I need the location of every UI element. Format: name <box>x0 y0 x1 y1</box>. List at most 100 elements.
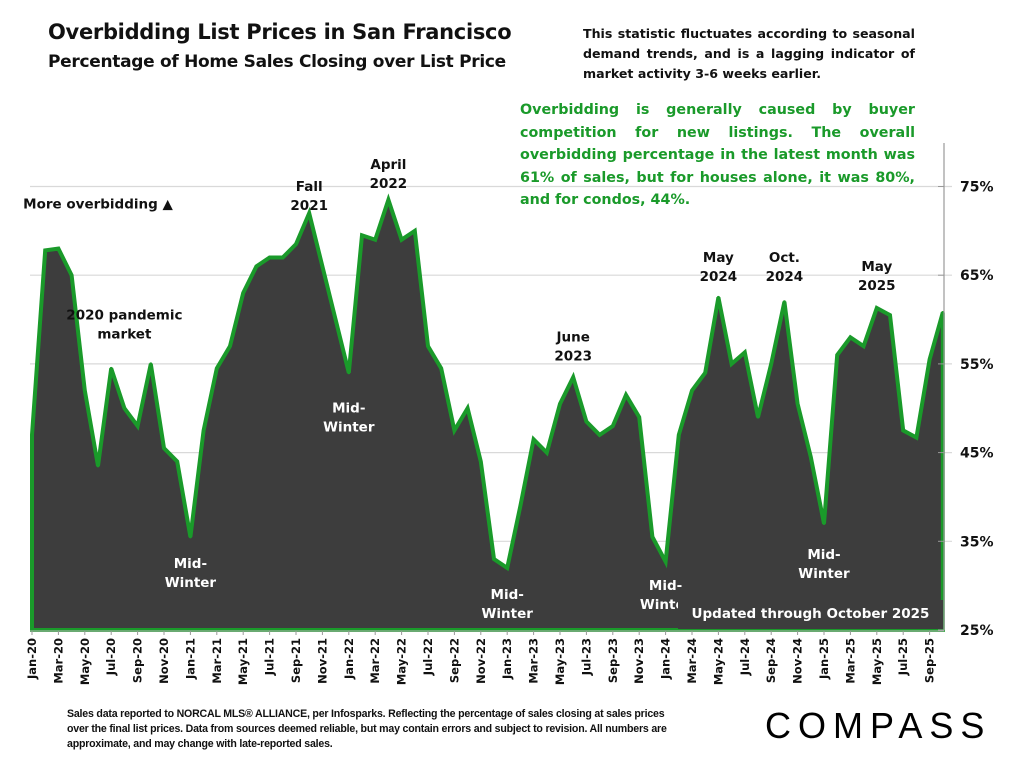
data-point <box>730 362 734 366</box>
x-tick-label: Mar-23 <box>527 638 541 684</box>
annotation-label: Oct. 2024 <box>766 250 804 285</box>
data-point <box>875 306 879 310</box>
data-point <box>809 455 813 459</box>
data-point <box>30 433 34 437</box>
x-tick-label: Sep-24 <box>764 638 778 683</box>
x-tick-label: Jul-24 <box>738 638 752 676</box>
x-tick-label: Jul-25 <box>896 638 910 676</box>
y-tick-label: 35% <box>960 534 994 550</box>
summary-note: Overbidding is generally caused by buyer… <box>520 102 915 208</box>
data-point <box>188 535 192 539</box>
data-point <box>149 362 153 366</box>
data-point <box>109 366 113 370</box>
data-point <box>822 522 826 526</box>
annotation-line: June <box>555 330 589 346</box>
data-point <box>254 264 258 268</box>
data-point <box>505 566 509 570</box>
annotation-line: 2025 <box>858 278 896 294</box>
data-point <box>598 433 602 437</box>
x-tick-label: Nov-22 <box>474 638 488 684</box>
data-point <box>901 428 905 432</box>
data-point <box>294 242 298 246</box>
annotation-label: Mid- Winter <box>165 556 217 591</box>
annotation-line: More overbidding ▲ <box>23 197 173 213</box>
data-point <box>373 238 377 242</box>
data-point <box>584 420 588 424</box>
annotation-label: Mid- Winter <box>798 547 850 582</box>
data-point <box>83 389 87 393</box>
data-point <box>268 255 272 259</box>
y-tick-label: 65% <box>960 268 994 284</box>
data-point <box>492 557 496 561</box>
data-point <box>215 366 219 370</box>
x-tick-label: Jan-23 <box>500 638 514 680</box>
compass-logo: COMPASS <box>765 705 992 746</box>
annotation-line: Winter <box>165 575 217 591</box>
y-tick-labels: 25% 35% 45% 55% 65% 75% <box>960 180 994 640</box>
annotation-line: Winter <box>323 420 375 436</box>
data-point <box>228 344 232 348</box>
data-point <box>96 464 100 468</box>
data-point <box>835 353 839 357</box>
data-point <box>360 233 364 237</box>
data-point <box>281 255 285 259</box>
data-point <box>241 291 245 295</box>
updated-through-label: Updated through October 2025 <box>678 600 943 629</box>
annotation-label: June 2023 <box>554 330 592 365</box>
x-tick-label: Jan-25 <box>817 638 831 680</box>
x-tick-label: Jan-22 <box>342 638 356 680</box>
data-point <box>571 375 575 379</box>
x-tick-label: May-20 <box>78 638 92 685</box>
axes <box>30 143 945 635</box>
data-point <box>888 313 892 317</box>
x-tick-label: Jan-20 <box>25 638 39 680</box>
data-point <box>56 247 60 251</box>
data-point <box>716 295 720 299</box>
annotation-label: 2020 pandemic market <box>66 308 182 343</box>
annotation-line: 2022 <box>370 176 408 192</box>
x-tick-label: Sep-22 <box>447 638 461 683</box>
data-point <box>202 428 206 432</box>
annotation-line: Mid- <box>174 556 207 572</box>
data-point <box>400 238 404 242</box>
x-tick-label: Nov-24 <box>791 638 805 684</box>
data-point <box>413 229 417 233</box>
annotation-line: Mid- <box>332 401 365 417</box>
x-tick-label: Jul-20 <box>104 638 118 676</box>
data-point <box>545 451 549 455</box>
annotation-line: 2021 <box>290 198 328 214</box>
annotation-label: More overbidding ▲ <box>23 197 173 213</box>
x-tick-label: Nov-23 <box>632 638 646 684</box>
annotation-line: Mid- <box>649 578 682 594</box>
annotation-line: May <box>703 250 734 266</box>
annotation-label: Fall 2021 <box>290 179 328 214</box>
x-tick-label: Sep-21 <box>289 638 303 683</box>
data-point <box>426 344 430 348</box>
data-point <box>307 211 311 215</box>
data-point <box>624 393 628 397</box>
y-tick-label: 25% <box>960 623 994 639</box>
chart-subtitle: Percentage of Home Sales Closing over Li… <box>48 52 506 72</box>
x-tick-label: Sep-23 <box>606 638 620 683</box>
x-tick-label: Mar-25 <box>843 638 857 684</box>
x-tick-label: Sep-25 <box>923 638 937 683</box>
data-point <box>558 402 562 406</box>
area-fill <box>32 199 943 630</box>
annotation-line: Winter <box>798 566 850 582</box>
annotation-line: Fall <box>296 179 323 195</box>
data-point <box>914 436 918 440</box>
data-point <box>796 402 800 406</box>
data-point <box>664 560 668 564</box>
x-tick-label: Mar-24 <box>685 638 699 684</box>
data-point <box>743 350 747 354</box>
annotation-line: 2020 pandemic <box>66 308 182 324</box>
data-point <box>848 335 852 339</box>
x-tick-label: Jan-24 <box>659 638 673 680</box>
data-point <box>637 415 641 419</box>
seasonal-note: This statistic fluctuates according to s… <box>583 26 915 81</box>
data-point <box>386 198 390 202</box>
data-point <box>756 415 760 419</box>
x-tick-label: May-24 <box>711 638 725 685</box>
annotations: More overbidding ▲ 2020 pandemic market Mid… <box>23 157 895 622</box>
